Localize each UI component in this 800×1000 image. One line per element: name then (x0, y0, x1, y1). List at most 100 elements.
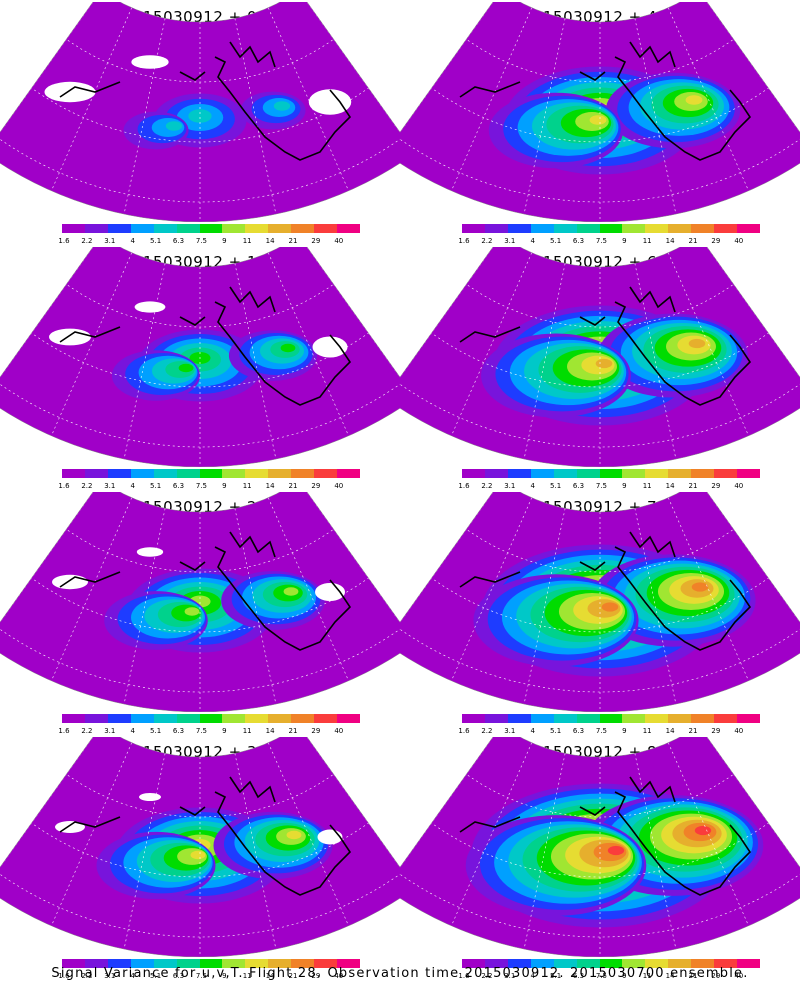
colorbar-tick-label: 21 (688, 972, 698, 980)
colorbar-swatch (337, 224, 360, 233)
colorbar-swatch (245, 959, 269, 968)
colorbar-swatch (291, 714, 315, 723)
colorbar-tick-label: 3.1 (504, 727, 516, 735)
colorbar-swatch (553, 469, 577, 478)
colorbar (462, 714, 760, 723)
no-data-region (136, 547, 164, 557)
colorbar-swatch (645, 959, 669, 968)
colorbar-tick-label: 1.6 (58, 972, 70, 980)
colorbar-tick-label: 9 (622, 972, 627, 980)
colorbar-tick-label: 29 (311, 727, 321, 735)
variance-contour (607, 845, 625, 856)
colorbar-tick-label: 29 (711, 972, 721, 980)
colorbar-tick-label: 29 (711, 482, 721, 490)
colorbar-tick-label: 6.3 (172, 482, 185, 490)
colorbar-tick-label: 6.3 (172, 727, 185, 735)
colorbar-tick-label: 5.1 (150, 237, 162, 245)
colorbar-tick-label: 14 (665, 727, 675, 735)
coastline (59, 41, 352, 161)
colorbar-swatch (337, 959, 360, 968)
colorbar-swatch (576, 469, 600, 478)
colorbar-tick-label: 4 (130, 727, 135, 735)
colorbar-swatch (199, 714, 223, 723)
colorbar-swatch (507, 959, 531, 968)
colorbar-tick-label: 7.5 (595, 972, 607, 980)
colorbar-tick-label: 6.3 (172, 237, 185, 245)
colorbar-swatch (222, 224, 246, 233)
colorbar-tick-label: 3.1 (104, 972, 116, 980)
colorbar-swatch (314, 714, 338, 723)
colorbar-swatch (130, 469, 154, 478)
colorbar-swatch (714, 714, 738, 723)
no-data-region (131, 55, 169, 69)
colorbar (62, 959, 360, 968)
variance-contour (273, 101, 291, 111)
colorbar-tick-label: 4 (130, 972, 135, 980)
colorbar-swatch (107, 959, 131, 968)
colorbar-tick-label: 6.3 (572, 727, 585, 735)
polar-map (400, 492, 800, 712)
colorbar-tick-label: 14 (665, 972, 675, 980)
colorbar-swatch (268, 224, 292, 233)
map-panel-12h: 2015030912 + 12h 1.6 2.2 3.1 4 5.1 6.3 7.5 9 11 14… (0, 247, 400, 495)
colorbar-tick-label: 9 (222, 972, 227, 980)
colorbar-swatch (268, 469, 292, 478)
colorbar-tick-label: 2.2 (481, 237, 493, 245)
colorbar-swatch (484, 714, 508, 723)
colorbar-tick-label: 5.1 (150, 727, 162, 735)
colorbar-tick-label: 3.1 (504, 482, 516, 490)
polar-map (400, 247, 800, 467)
colorbar-swatch (130, 714, 154, 723)
colorbar-swatch (199, 224, 223, 233)
colorbar (62, 224, 360, 233)
colorbar-tick-label: 7.5 (595, 482, 607, 490)
polar-map (400, 737, 800, 957)
colorbar-swatch (691, 224, 715, 233)
colorbar-swatch (199, 959, 223, 968)
colorbar-tick-label: 14 (665, 237, 675, 245)
no-data-region (44, 81, 96, 103)
colorbar-tick-label: 21 (288, 237, 298, 245)
colorbar-swatch (107, 714, 131, 723)
colorbar-swatch (337, 469, 360, 478)
colorbar-tick-label: 2.2 (81, 237, 93, 245)
colorbar-swatch (176, 714, 200, 723)
colorbar-swatch (530, 714, 554, 723)
colorbar-swatch (484, 959, 508, 968)
colorbar-tick-label: 7.5 (595, 237, 607, 245)
colorbar-tick-label: 2.2 (81, 482, 93, 490)
colorbar-tick-label: 11 (242, 727, 252, 735)
colorbar-ticks: 1.6 2.2 3.1 4 5.1 6.3 7.5 9 11 14 21 29 40 (400, 237, 800, 249)
colorbar-tick-label: 14 (265, 972, 275, 980)
colorbar-swatch (668, 714, 692, 723)
colorbar-tick-label: 6.3 (572, 972, 585, 980)
colorbar-tick-label: 1.6 (58, 237, 70, 245)
colorbar-swatch (62, 714, 85, 723)
colorbar-swatch (462, 469, 485, 478)
colorbar-ticks: 1.6 2.2 3.1 4 5.1 6.3 7.5 9 11 14 21 29 40 (0, 482, 400, 494)
colorbar-tick-label: 1.6 (58, 482, 70, 490)
variance-contour (601, 602, 619, 612)
colorbar-tick-label: 21 (688, 237, 698, 245)
colorbar-swatch (62, 224, 85, 233)
colorbar-swatch (484, 224, 508, 233)
colorbar-swatch (622, 224, 646, 233)
colorbar-tick-label: 11 (642, 972, 652, 980)
colorbar-swatch (691, 714, 715, 723)
colorbar-swatch (714, 959, 738, 968)
variance-contour (165, 121, 183, 131)
colorbar-swatch (176, 224, 200, 233)
colorbar-swatch (622, 714, 646, 723)
colorbar-tick-label: 11 (642, 237, 652, 245)
no-data-region (49, 328, 91, 346)
colorbar-swatch (291, 959, 315, 968)
colorbar-tick-label: 21 (288, 972, 298, 980)
colorbar-swatch (530, 224, 554, 233)
colorbar-tick-label: 4 (530, 482, 535, 490)
colorbar-swatch (576, 959, 600, 968)
colorbar-tick-label: 5.1 (550, 727, 562, 735)
colorbar-tick-label: 14 (665, 482, 675, 490)
variance-contour (190, 850, 206, 860)
map-panel-60h: 2015030912 + 60h 1.6 2.2 3.1 4 5.1 6.3 7.5 9 11 14… (400, 247, 800, 495)
colorbar-tick-label: 40 (734, 972, 744, 980)
